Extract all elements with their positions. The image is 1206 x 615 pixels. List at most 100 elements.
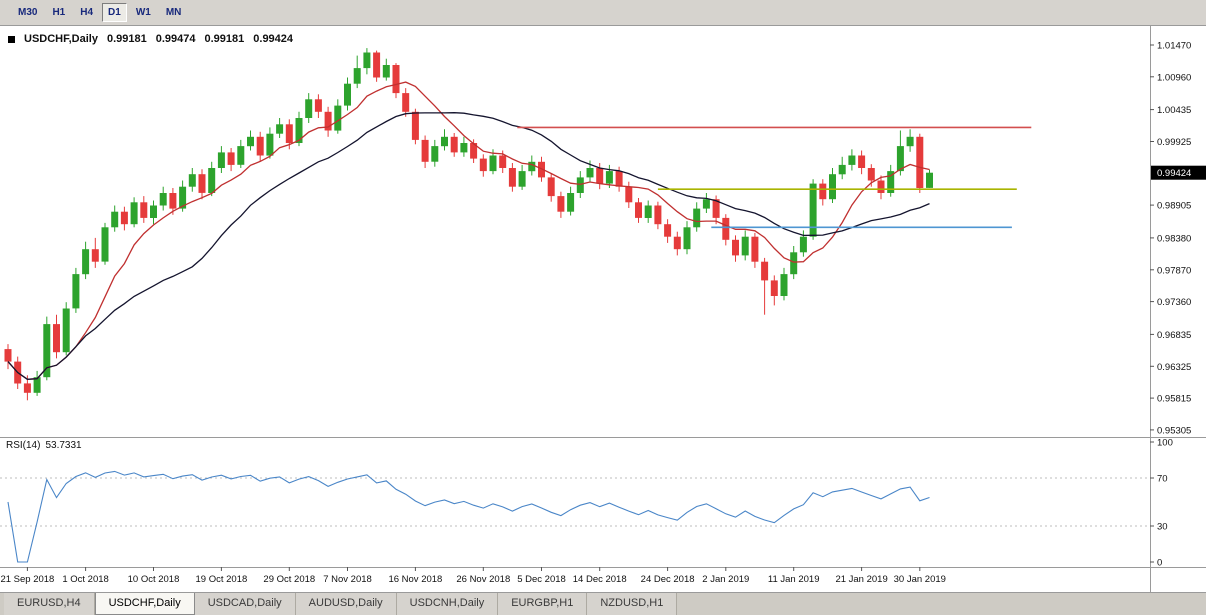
candle — [683, 221, 691, 255]
candle — [111, 205, 119, 232]
candle — [402, 88, 410, 117]
candle — [227, 148, 235, 172]
time-axis-label: 21 Sep 2018 — [0, 574, 54, 585]
time-axis-label: 14 Dec 2018 — [573, 574, 627, 585]
candle — [159, 186, 167, 211]
time-axis-label: 30 Jan 2019 — [894, 574, 946, 585]
current-price-badge — [1151, 165, 1206, 180]
price-axis-label: 0.97360 — [1157, 297, 1191, 308]
time-axis-label: 26 Nov 2018 — [456, 574, 510, 585]
candle — [62, 302, 70, 356]
candle — [33, 370, 41, 396]
chart-background — [0, 26, 1206, 592]
candle — [334, 99, 342, 134]
time-axis-label: 19 Oct 2018 — [196, 574, 248, 585]
candle — [150, 200, 157, 225]
candle — [4, 344, 12, 370]
chart-tab-eurusd-h4[interactable]: EURUSD,H4 — [4, 593, 95, 615]
chart-canvas[interactable]: 1.01470 1.00960 1.00435 0.99925 0.98905 0.983… — [0, 26, 1206, 592]
candle — [353, 55, 361, 89]
candle — [324, 106, 332, 137]
price-axis-label: 0.95815 — [1157, 394, 1191, 405]
current-price-badge-label: 0.99424 — [1157, 168, 1191, 179]
price-axis-label: 0.97870 — [1157, 265, 1191, 276]
candle — [567, 186, 575, 216]
chart-tab-usdcnh-daily[interactable]: USDCNH,Daily — [396, 593, 499, 615]
time-axis-label: 16 Nov 2018 — [388, 574, 442, 585]
candle — [906, 129, 914, 152]
candle — [382, 58, 390, 81]
candles-layer — [4, 48, 933, 401]
timeframe-button-mn[interactable]: MN — [160, 3, 188, 22]
price-axis[interactable]: 1.01470 1.00960 1.00435 0.99925 0.98905 0.983… — [1150, 41, 1206, 437]
price-axis-label: 0.96835 — [1157, 330, 1191, 341]
candle — [217, 146, 225, 173]
candle — [314, 94, 322, 118]
price-axis-label: 1.00435 — [1157, 105, 1191, 116]
candle — [644, 200, 652, 223]
timeframe-toolbar: M30 H1 H4 D1 W1 MN — [0, 0, 1206, 26]
candle — [169, 188, 177, 215]
candle — [392, 63, 400, 99]
candle — [887, 164, 895, 197]
price-axis-label: 0.99925 — [1157, 137, 1191, 148]
candle — [916, 133, 924, 193]
candle — [130, 197, 138, 228]
candle — [237, 139, 245, 168]
candle — [101, 222, 109, 265]
candle — [518, 164, 526, 190]
candle — [411, 108, 419, 145]
candle — [732, 235, 739, 262]
candle — [120, 206, 128, 231]
time-axis-label: 21 Jan 2019 — [835, 574, 887, 585]
chart-tab-usdcad-daily[interactable]: USDCAD,Daily — [194, 593, 296, 615]
candle — [838, 156, 846, 180]
candle — [247, 130, 254, 151]
candle — [276, 118, 284, 138]
timeframe-button-w1[interactable]: W1 — [130, 3, 157, 22]
chart-tab-usdchf-daily[interactable]: USDCHF,Daily — [94, 593, 195, 615]
candle — [770, 275, 778, 306]
timeframe-button-m30[interactable]: M30 — [12, 3, 43, 22]
timeframe-button-d1[interactable]: D1 — [102, 3, 127, 22]
candle — [557, 191, 565, 218]
candle — [91, 237, 99, 268]
rsi-axis-label: 0 — [1157, 558, 1162, 569]
candle — [702, 193, 710, 213]
candle — [751, 232, 759, 268]
candle — [722, 214, 730, 246]
timeframe-button-h1[interactable]: H1 — [46, 3, 71, 22]
time-axis-label: 11 Jan 2019 — [768, 574, 820, 585]
time-axis[interactable]: 21 Sep 2018 1 Oct 2018 10 Oct 2018 19 Oct 2… — [0, 567, 946, 585]
candle — [761, 257, 769, 315]
candle — [441, 129, 448, 151]
candle — [664, 219, 672, 243]
price-axis-label: 0.95305 — [1157, 425, 1191, 436]
candle — [829, 168, 836, 203]
time-axis-label: 29 Oct 2018 — [263, 574, 315, 585]
time-axis-label: 2 Jan 2019 — [702, 574, 749, 585]
candle — [305, 93, 313, 123]
candle — [450, 133, 458, 157]
candle — [547, 173, 555, 202]
time-axis-label: 7 Nov 2018 — [323, 574, 372, 585]
candle — [188, 168, 196, 192]
candle — [635, 198, 642, 223]
chart-tab-audusd-daily[interactable]: AUDUSD,Daily — [295, 593, 397, 615]
candle — [848, 149, 856, 171]
candle — [266, 127, 274, 159]
candle — [256, 131, 264, 162]
candle — [344, 77, 351, 111]
candle — [654, 201, 662, 230]
candle — [926, 169, 933, 188]
timeframe-button-h4[interactable]: H4 — [74, 3, 99, 22]
candle — [858, 150, 866, 175]
chart-tab-nzdusd-h1[interactable]: NZDUSD,H1 — [587, 593, 678, 615]
price-axis-label: 0.98380 — [1157, 233, 1191, 244]
candle — [673, 231, 681, 256]
candle — [140, 196, 148, 223]
time-axis-label: 10 Oct 2018 — [128, 574, 180, 585]
candle — [819, 179, 827, 206]
chart-tab-eurgbp-h1[interactable]: EURGBP,H1 — [498, 593, 588, 615]
